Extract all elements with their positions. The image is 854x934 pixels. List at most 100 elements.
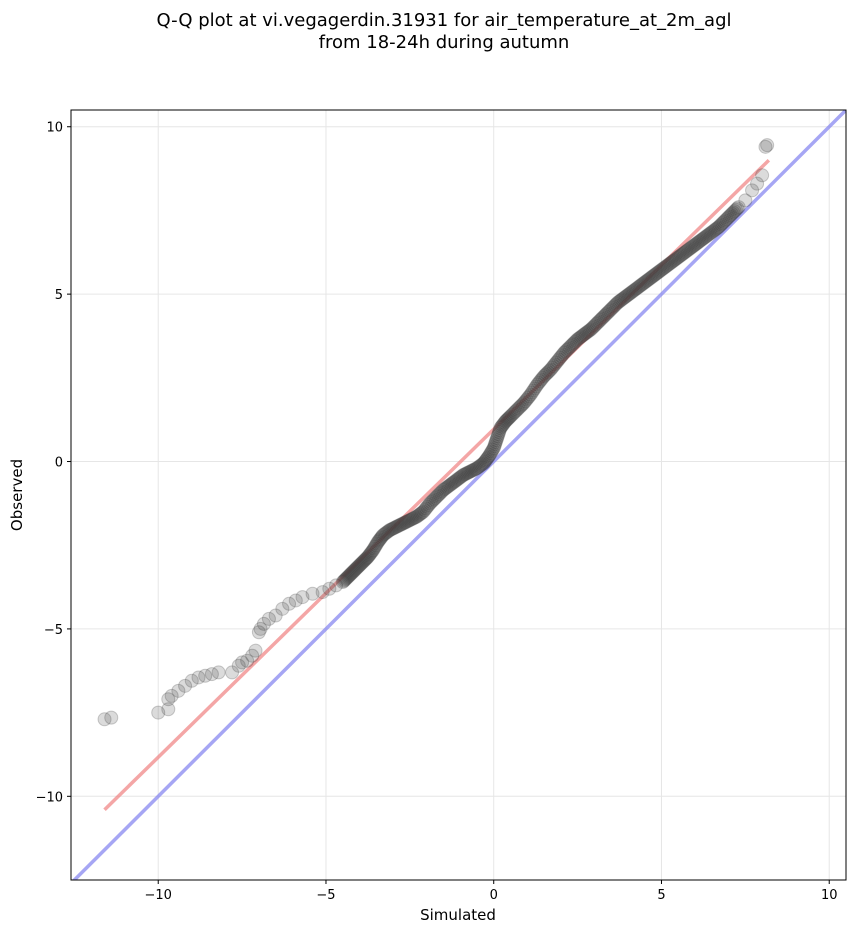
data-point <box>347 562 362 577</box>
data-point <box>451 471 466 486</box>
data-point <box>506 406 521 421</box>
data-point <box>235 655 250 670</box>
data-point <box>171 683 186 698</box>
data-point <box>594 311 609 326</box>
chart-title-line-1: Q-Q plot at vi.vegagerdin.31931 for air_… <box>157 10 732 31</box>
data-point <box>476 456 491 471</box>
data-point <box>727 204 742 219</box>
data-point <box>340 570 355 585</box>
data-point <box>692 234 707 249</box>
data-point <box>590 315 605 330</box>
data-point <box>406 511 421 526</box>
data-point <box>358 551 373 566</box>
data-point <box>456 467 471 482</box>
data-point <box>571 331 586 346</box>
data-point <box>404 512 419 527</box>
data-point <box>344 566 359 581</box>
data-point <box>368 538 383 553</box>
data-point <box>388 520 403 535</box>
data-point <box>491 427 506 442</box>
data-point <box>465 463 480 478</box>
data-point <box>464 463 479 478</box>
data-point <box>722 209 737 224</box>
data-point <box>377 527 392 542</box>
data-point <box>370 534 385 549</box>
data-point <box>716 214 731 229</box>
data-point <box>315 585 330 600</box>
data-point <box>663 256 678 271</box>
data-point <box>609 296 624 311</box>
data-point <box>256 616 271 631</box>
data-point <box>346 563 361 578</box>
data-point <box>414 505 429 520</box>
data-point <box>688 237 703 252</box>
data-point <box>698 230 713 245</box>
data-point <box>633 278 648 293</box>
data-point <box>549 355 564 370</box>
data-point <box>489 433 504 448</box>
data-point <box>643 271 658 286</box>
data-point <box>555 347 570 362</box>
y-tick-label: −10 <box>36 790 63 805</box>
data-point <box>225 665 240 680</box>
data-point <box>369 536 384 551</box>
data-point <box>696 231 711 246</box>
data-point <box>546 359 561 374</box>
data-point <box>616 291 631 306</box>
data-point <box>428 491 443 506</box>
identity-line <box>71 110 846 880</box>
data-point <box>452 470 467 485</box>
data-point <box>504 407 519 422</box>
data-point <box>104 710 119 725</box>
data-point <box>519 392 534 407</box>
data-point <box>498 414 513 429</box>
data-point <box>728 202 743 217</box>
data-point <box>738 193 753 208</box>
data-point <box>691 235 706 250</box>
data-point <box>493 421 508 436</box>
data-point <box>375 529 390 544</box>
data-point <box>581 324 596 339</box>
data-point <box>204 667 219 682</box>
data-point <box>412 507 427 522</box>
data-point <box>610 295 625 310</box>
data-point <box>477 454 492 469</box>
data-point <box>460 465 475 480</box>
data-point <box>624 285 639 300</box>
reference-lines <box>71 110 846 880</box>
data-point <box>374 530 388 545</box>
data-point <box>686 239 701 254</box>
data-point <box>652 264 667 279</box>
data-point <box>661 257 676 272</box>
data-point <box>402 513 417 528</box>
data-point <box>467 462 482 477</box>
data-point <box>760 138 775 153</box>
data-point <box>621 287 636 302</box>
data-point <box>425 493 440 508</box>
data-point <box>598 307 613 322</box>
data-point <box>524 385 539 400</box>
data-point <box>496 417 511 432</box>
data-point <box>523 387 538 402</box>
data-point <box>480 450 495 465</box>
data-point <box>687 238 702 253</box>
data-point <box>567 335 582 350</box>
data-point <box>390 519 405 534</box>
data-point <box>655 262 670 277</box>
data-point <box>486 441 501 456</box>
data-point <box>680 243 695 258</box>
data-point <box>443 477 458 492</box>
data-point <box>463 464 478 479</box>
data-point <box>589 316 604 331</box>
data-point <box>508 403 523 418</box>
data-point <box>335 575 350 590</box>
data-point <box>405 511 420 526</box>
data-point <box>494 419 509 434</box>
data-point <box>432 486 447 501</box>
data-point <box>178 678 193 693</box>
data-point <box>651 265 666 280</box>
data-point <box>582 323 597 338</box>
data-point <box>409 509 424 524</box>
data-point <box>475 457 490 472</box>
data-point <box>483 446 498 461</box>
